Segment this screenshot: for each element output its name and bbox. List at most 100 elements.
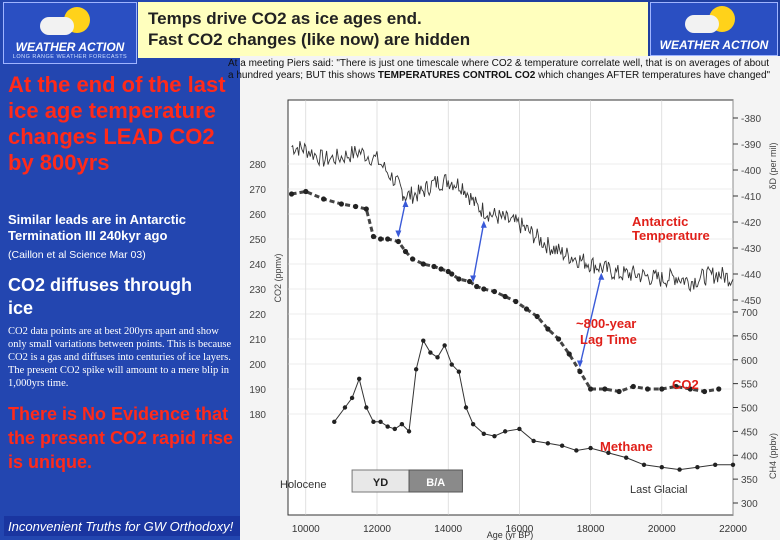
piers-quote: At a meeting Piers said: "There is just …	[228, 58, 776, 82]
cloud-icon	[40, 17, 74, 35]
methane-data-point	[502, 429, 508, 434]
co2-tick-label: 200	[249, 360, 266, 371]
page-title: Temps drive CO2 as ice ages end. Fast CO…	[148, 9, 471, 49]
methane-data-point	[406, 429, 412, 434]
co2-data-point	[456, 276, 462, 282]
co2-data-point	[385, 236, 391, 242]
lag-label-line2: Lag Time	[580, 332, 637, 347]
co2-data-point	[555, 336, 562, 342]
methane-data-point	[492, 433, 497, 439]
co2-data-point	[420, 261, 426, 267]
co2-tick-label: 220	[249, 310, 266, 321]
co2-data-point	[577, 368, 583, 375]
lag-arrowhead	[402, 200, 409, 207]
methane-data-point	[428, 350, 433, 355]
methane-data-point	[449, 362, 454, 367]
last-glacial-label: Last Glacial	[630, 484, 687, 496]
co2-data-point	[716, 386, 722, 392]
co2-tick-label: 180	[249, 410, 266, 421]
co2-data-point	[395, 238, 401, 245]
co2-data-point	[353, 203, 359, 210]
series-layer	[288, 141, 736, 472]
methane-data-point	[364, 405, 369, 410]
logo-brand: WEATHER ACTION	[659, 38, 769, 52]
temp-tick-label: -390	[741, 140, 761, 151]
methane-data-point	[371, 419, 376, 425]
methane-data-point	[385, 424, 390, 429]
temp-tick-label: -380	[741, 114, 761, 125]
co2-data-point	[402, 248, 409, 255]
co2-data-point	[410, 256, 416, 262]
lag-arrow	[579, 274, 602, 366]
ch4-tick-label: 450	[741, 427, 758, 438]
co2-tick-label: 240	[249, 260, 266, 271]
methane-data-point	[624, 455, 629, 460]
co2-series-label: CO2	[672, 377, 699, 392]
annotation-layer: YD B/A Holocene Last Glacial AntarcticTemper…	[280, 200, 710, 496]
x-tick-label: 18000	[577, 524, 605, 535]
methane-data-point	[713, 462, 718, 467]
co2-data-point	[513, 298, 519, 305]
logo-tagline: LONG RANGE WEATHER FORECASTS	[12, 54, 128, 60]
temp-axis-label: δD (per mil)	[768, 142, 778, 189]
methane-data-point	[606, 450, 611, 456]
co2-data-point	[474, 283, 480, 290]
co2-data-point	[701, 388, 708, 395]
co2-tick-label: 210	[249, 335, 266, 346]
era-boxes	[351, 469, 463, 493]
co2-data-point	[502, 293, 508, 300]
temp-tick-label: -410	[741, 192, 761, 203]
cloud-icon	[685, 15, 719, 33]
ch4-tick-label: 650	[741, 332, 758, 343]
co2-data-point	[588, 386, 594, 392]
co2-data-point	[438, 266, 444, 272]
lag-label-line1: ~800-year	[576, 316, 636, 331]
ch4-axis-label: CH4 (ppbv)	[768, 433, 778, 479]
lag-arrowhead	[395, 230, 402, 238]
temp-tick-label: -440	[741, 270, 761, 281]
lag-arrow	[472, 222, 485, 281]
x-axis-label: Age (yr BP)	[487, 530, 534, 540]
x-tick-label: 10000	[292, 524, 320, 535]
co2-tick-label: 230	[249, 285, 266, 296]
methane-data-point	[641, 462, 647, 467]
title-box: Temps drive CO2 as ice ages end. Fast CO…	[138, 2, 648, 58]
co2-data-point	[431, 263, 437, 270]
co2-tick-label: 250	[249, 235, 266, 246]
co2-data-point	[534, 313, 540, 320]
x-tick-label: 22000	[719, 524, 747, 535]
axes-layer: 10000 12000 14000 16000 18000 20000 22000 Age (…	[249, 114, 778, 540]
no-evidence-heading: There is No Evidence that the present CO…	[8, 404, 234, 472]
ice-core-chart: 10000 12000 14000 16000 18000 20000 22000 Age (…	[240, 56, 780, 540]
quote-text-end: which changes AFTER temperatures have ch…	[535, 70, 771, 81]
ba-box	[408, 469, 463, 493]
quote-text-start: At a meeting Piers said: "There is just …	[228, 58, 770, 81]
co2-data-point	[449, 271, 455, 277]
methane-data-point	[695, 464, 700, 470]
co2-diffuses-heading: CO2 diffuses through ice	[8, 275, 192, 318]
methane-data-point	[559, 443, 565, 448]
similar-leads-text: Similar leads are in Antarctic Terminati…	[8, 212, 186, 243]
methane-data-point	[342, 405, 348, 410]
temperature-series-line	[291, 141, 734, 293]
co2-data-point	[466, 278, 473, 285]
gridlines	[288, 100, 734, 515]
temperature-label-line1: Antarctic	[632, 214, 688, 229]
quote-text-bold: TEMPERATURES CONTROL CO2	[377, 70, 536, 81]
methane-data-point	[659, 464, 664, 470]
methane-data-point	[357, 376, 362, 382]
methane-data-point	[392, 426, 397, 432]
co2-data-point	[491, 288, 498, 295]
methane-data-point	[517, 426, 522, 432]
co2-data-point	[377, 236, 384, 242]
co2-data-point	[321, 196, 327, 202]
methane-series-label: Methane	[600, 439, 653, 454]
weather-action-logo-right: WEATHER ACTION	[650, 2, 778, 56]
ch4-tick-label: 600	[741, 356, 758, 367]
methane-data-point	[332, 419, 337, 425]
co2-series-line	[291, 189, 720, 394]
methane-data-point	[456, 369, 462, 374]
temp-tick-label: -400	[741, 166, 761, 177]
lag-arrowhead	[576, 360, 583, 368]
logo-brand: WEATHER ACTION	[15, 40, 125, 54]
